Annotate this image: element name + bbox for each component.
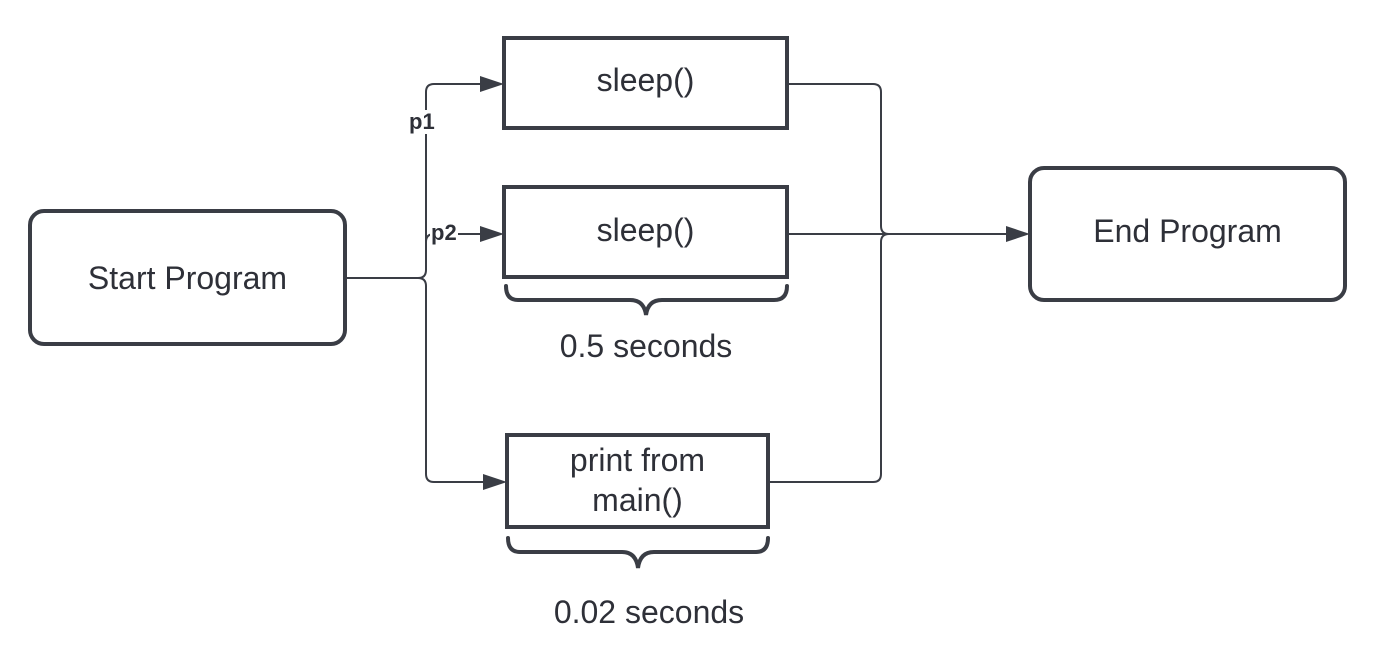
start-program-label: Start Program: [87, 259, 288, 296]
edge-label-p2: p2: [430, 220, 458, 245]
sleep-duration-label: 0.5 seconds: [559, 328, 733, 364]
p2-arrowhead: [480, 226, 504, 242]
sleep-p1-label: sleep(): [596, 62, 695, 98]
print-main-label: print from main(): [569, 442, 706, 518]
print-duration-label: 0.02 seconds: [553, 594, 745, 630]
print-duration-brace: [506, 536, 770, 569]
sleep-p2-node[interactable]: [502, 185, 789, 279]
main-arrowhead: [483, 474, 507, 490]
print-main-node[interactable]: [505, 433, 770, 529]
p1-arrowhead: [480, 76, 504, 92]
sleep-p1-node[interactable]: [502, 36, 789, 130]
edge-label-p1: p1: [408, 109, 436, 134]
main-connector: [417, 277, 483, 483]
sleep-p2-label: sleep(): [596, 212, 695, 248]
p1-to-end-connector: [787, 83, 890, 235]
sleep-duration-brace: [504, 284, 789, 316]
end-program-label: End Program: [1093, 213, 1282, 249]
end-arrowhead: [1006, 226, 1030, 242]
